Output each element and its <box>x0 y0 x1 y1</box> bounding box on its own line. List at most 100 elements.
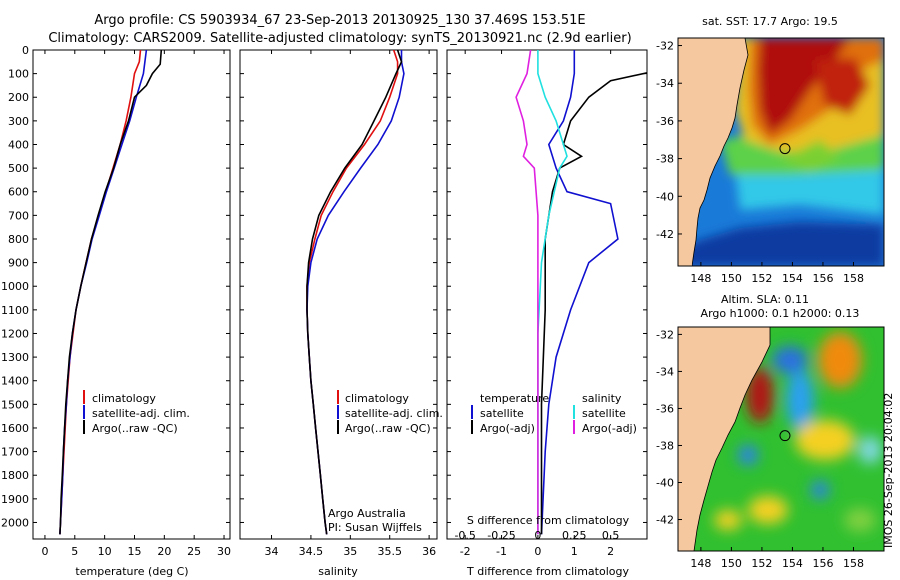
map-lat-label: -34 <box>656 77 674 90</box>
legend-label-s-satellite: satellite <box>582 407 626 420</box>
s-difference-axis-ticks: -0.5 -0.25 0 0.25 0.5 <box>454 529 619 542</box>
map-lon-label: 150 <box>721 272 742 285</box>
sla-map-title-line2: Argo h1000: 0.1 h2000: 0.13 <box>701 307 860 320</box>
legend-title-salinity: salinity <box>582 392 622 405</box>
map-lon-label: 148 <box>690 272 711 285</box>
x-tick-label: 36 <box>422 545 436 558</box>
sla-map-ticks: 148 150 152 154 156 158 -32 -34 -36 -38 -40 -42 <box>656 328 864 570</box>
depth-tick-label: 1000 <box>1 280 29 293</box>
map-lon-label: 152 <box>751 272 772 285</box>
series-climatology <box>306 50 399 535</box>
depth-tick-label: 1400 <box>1 375 29 388</box>
series-argo <box>59 50 163 535</box>
map-lon-label: 154 <box>782 557 803 570</box>
temperature-axis-ticks: 0 5 10 15 20 25 30 <box>41 50 231 558</box>
depth-tick-label: 1300 <box>1 351 29 364</box>
legend-label-t-satellite: satellite <box>480 407 524 420</box>
sst-map-coastline <box>678 38 749 266</box>
map-lat-label: -32 <box>656 40 674 53</box>
t-difference-axis-ticks: -2 -1 0 1 2 <box>460 50 614 558</box>
map-lat-label: -38 <box>656 153 674 166</box>
x-tick-label: 0 <box>41 545 48 558</box>
salinity-annotation-line2: PI: Susan Wijffels <box>328 521 422 534</box>
depth-tick-label: 900 <box>8 257 29 270</box>
s-difference-label: S difference from climatology <box>467 514 630 527</box>
sla-map-frame <box>677 326 885 552</box>
sst-argo-marker <box>779 143 791 155</box>
s-tick-label: -0.25 <box>487 529 515 542</box>
sst-map-field <box>678 38 884 266</box>
salinity-profiles <box>306 50 405 535</box>
depth-tick-label: 1700 <box>1 446 29 459</box>
depth-tick-label: 1600 <box>1 422 29 435</box>
map-lat-label: -42 <box>656 514 674 527</box>
s-tick-label: 0.25 <box>562 529 587 542</box>
difference-plot-frame <box>446 49 648 540</box>
depth-tick-label: 1200 <box>1 327 29 340</box>
figure-title-line2: Climatology: CARS2009. Satellite-adjuste… <box>48 31 631 46</box>
temperature-legend: climatology satellite-adj. clim. Argo(..… <box>83 390 190 435</box>
sla-map-coastline <box>678 327 771 551</box>
x-tick-label: 34.5 <box>299 545 324 558</box>
depth-tick-label: 500 <box>8 162 29 175</box>
depth-tick-label: 2000 <box>1 516 29 529</box>
salinity-axis-ticks: 34 34.5 35 35.5 36 <box>265 50 436 558</box>
difference-legend: temperature satellite Argo(-adj) salinit… <box>471 392 637 435</box>
depth-tick-label: 800 <box>8 233 29 246</box>
legend-label-satellite: satellite-adj. clim. <box>92 407 190 420</box>
sla-map-title-line1: Altim. SLA: 0.11 <box>721 293 809 306</box>
sla-map-field <box>678 327 884 551</box>
temperature-profiles <box>59 50 163 535</box>
s-tick-label: 0.5 <box>602 529 620 542</box>
map-lon-label: 156 <box>812 557 833 570</box>
x-tick-label: 1 <box>571 545 578 558</box>
sst-map-frame <box>677 37 885 267</box>
difference-panel: -2 -1 0 1 2 temperature satellite Argo(-adj)… <box>446 49 648 578</box>
salinity-panel: 34 34.5 35 35.5 36 climatology satellite-adj… <box>239 49 443 578</box>
map-lat-label: -38 <box>656 439 674 452</box>
legend-label-argo: Argo(..raw -QC) <box>92 422 178 435</box>
series-satellite <box>59 50 148 535</box>
figure-title-line1: Argo profile: CS 5903934_67 23-Sep-2013 … <box>94 13 585 28</box>
salinity-plot-frame <box>239 49 438 540</box>
sst-map-ticks: 148 150 152 154 156 158 -32 -34 -36 -38 -40 -42 <box>656 40 864 285</box>
legend-label-s-argo: Argo(-adj) <box>582 422 637 435</box>
legend-label-climatology: climatology <box>345 392 409 405</box>
legend-label-satellite: satellite-adj. clim. <box>345 407 443 420</box>
difference-profiles <box>515 50 647 535</box>
series-s-satellite <box>537 50 568 535</box>
series-s-argo <box>515 50 539 535</box>
x-tick-label: 0 <box>534 545 541 558</box>
depth-tick-label: 1900 <box>1 493 29 506</box>
map-lat-label: -36 <box>656 402 674 415</box>
depth-tick-label: 300 <box>8 115 29 128</box>
map-lon-label: 158 <box>843 272 864 285</box>
s-tick-label: 0 <box>534 529 541 542</box>
x-tick-label: -2 <box>460 545 471 558</box>
s-tick-label: -0.5 <box>454 529 475 542</box>
x-tick-label: 34 <box>265 545 279 558</box>
sla-argo-marker <box>779 430 791 442</box>
salinity-x-label: salinity <box>318 565 358 578</box>
map-lat-label: -40 <box>656 477 674 490</box>
x-tick-label: -1 <box>496 545 507 558</box>
map-lat-label: -42 <box>656 228 674 241</box>
series-t-argo <box>540 72 647 535</box>
x-tick-label: 15 <box>127 545 141 558</box>
depth-axis-ticks: 0 100 200 300 400 500 600 700 800 900 1000 1100 1200… <box>1 44 230 529</box>
depth-tick-label: 700 <box>8 209 29 222</box>
legend-title-temperature: temperature <box>480 392 549 405</box>
depth-tick-label: 0 <box>22 44 29 57</box>
sst-map-title: sat. SST: 17.7 Argo: 19.5 <box>702 15 838 28</box>
depth-tick-label: 200 <box>8 91 29 104</box>
legend-label-climatology: climatology <box>92 392 156 405</box>
map-lon-label: 154 <box>782 272 803 285</box>
imos-credit: IMOS 26-Sep-2013 20:04:02 <box>882 393 895 548</box>
map-lat-label: -32 <box>656 328 674 341</box>
map-lon-label: 158 <box>843 557 864 570</box>
legend-label-t-argo: Argo(-adj) <box>480 422 535 435</box>
x-tick-label: 30 <box>217 545 231 558</box>
map-lon-label: 152 <box>751 557 772 570</box>
series-argo <box>306 50 403 535</box>
